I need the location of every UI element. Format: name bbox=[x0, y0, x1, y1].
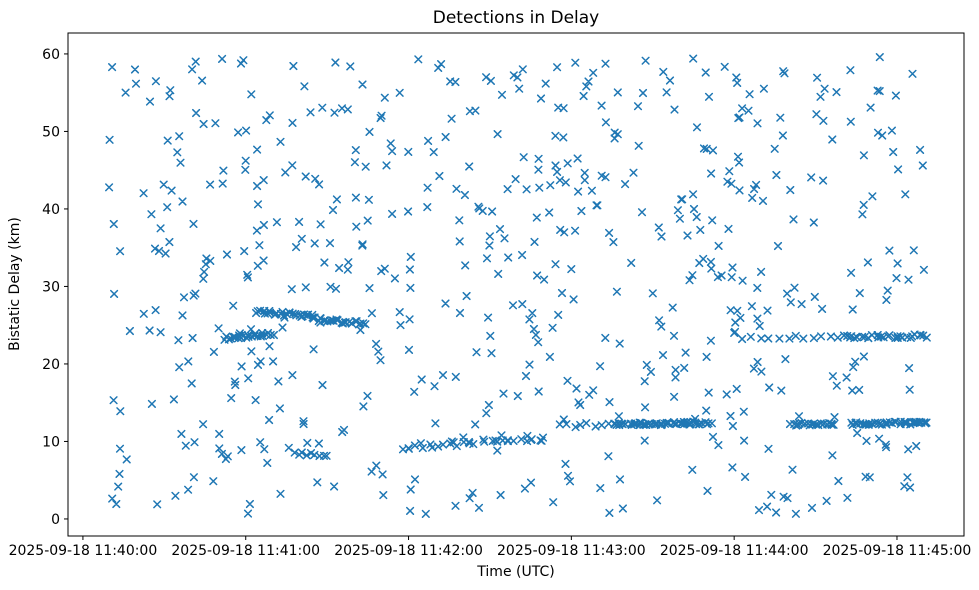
x-tick-label: 2025-09-18 11:41:00 bbox=[171, 543, 320, 559]
x-tick-label: 2025-09-18 11:40:00 bbox=[9, 543, 158, 559]
y-tick-label: 20 bbox=[42, 357, 60, 373]
y-tick-label: 40 bbox=[42, 202, 60, 218]
x-axis-label: Time (UTC) bbox=[476, 564, 554, 580]
y-axis-label: Bistatic Delay (km) bbox=[7, 217, 23, 351]
scatter-points bbox=[105, 53, 931, 518]
y-axis-ticks: 0 10 20 30 40 50 60 bbox=[42, 47, 68, 528]
x-tick-label: 2025-09-18 11:44:00 bbox=[660, 543, 809, 559]
x-axis-ticks: 2025-09-18 11:40:00 2025-09-18 11:41:00 20… bbox=[9, 536, 972, 559]
x-tick-label: 2025-09-18 11:43:00 bbox=[497, 543, 646, 559]
y-tick-label: 0 bbox=[51, 512, 60, 528]
y-tick-label: 50 bbox=[42, 124, 60, 140]
y-tick-label: 60 bbox=[42, 47, 60, 63]
y-tick-label: 30 bbox=[42, 279, 60, 295]
x-tick-label: 2025-09-18 11:42:00 bbox=[334, 543, 483, 559]
chart-title: Detections in Delay bbox=[433, 8, 600, 28]
y-tick-label: 10 bbox=[42, 434, 60, 450]
plot-border bbox=[67, 32, 965, 537]
x-tick-label: 2025-09-18 11:45:00 bbox=[823, 543, 972, 559]
